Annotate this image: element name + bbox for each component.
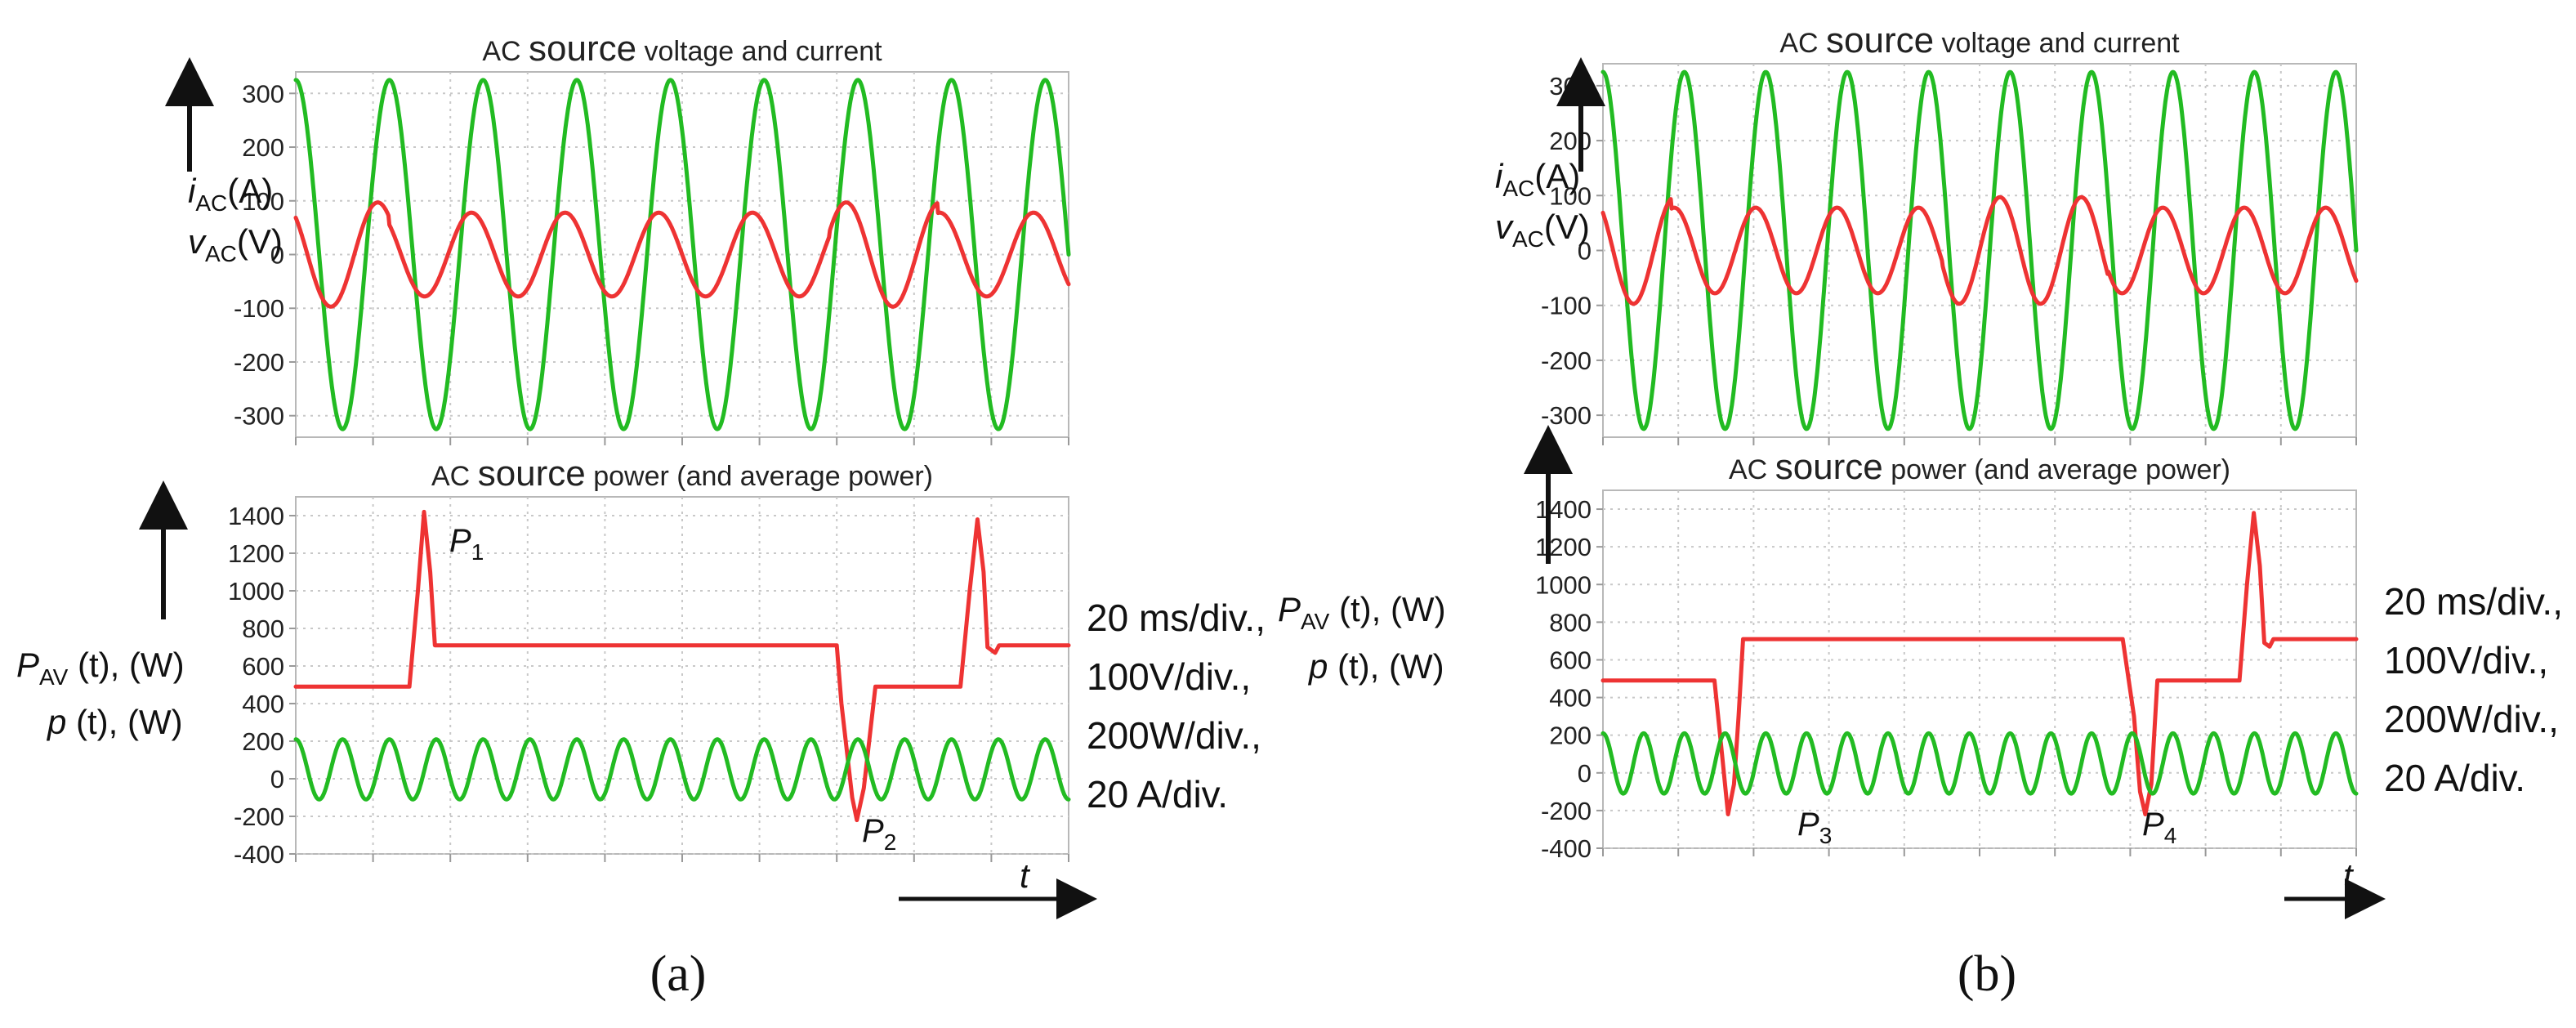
y-tick-label: 0 [1578, 759, 1592, 788]
y-tick-label: 0 [270, 765, 284, 793]
scale-note: 100V/div., [2384, 639, 2548, 682]
scale-note: 20 ms/div., [2384, 580, 2563, 623]
y-tick-label: -300 [1541, 401, 1592, 430]
plot-3: 1400 1200 1000 800 600 400 200 0 -200 -400 [1535, 489, 2359, 863]
series-voltage [1601, 69, 2359, 431]
annotation-p3: P3 [1797, 807, 1832, 848]
scale-note: 200W/div., [2384, 698, 2559, 740]
series-current [1601, 194, 2359, 306]
y-tick-label: 200 [1549, 127, 1592, 155]
y-tick-label: 0 [1578, 237, 1592, 266]
y-tick-label: 800 [1549, 608, 1592, 637]
time-axis-label: t [1020, 856, 1031, 895]
y-tick-label: 100 [242, 187, 284, 216]
y-tick-label: 1400 [1535, 495, 1592, 524]
power-label-avg: PAV (t), (W) [16, 646, 185, 690]
series-current [293, 200, 1071, 309]
chart-title: AC source power (and average power) [431, 454, 933, 494]
y-tick-label: -100 [1541, 292, 1592, 320]
series-average-power [1601, 511, 2359, 816]
y-tick-label: -400 [1541, 834, 1592, 863]
time-axis-label: t [2343, 856, 2355, 895]
power-label-inst: p (t), (W) [1307, 647, 1444, 686]
y-tick-label: 300 [242, 79, 284, 108]
y-tick-label: -300 [234, 402, 284, 431]
y-axis-label: iAC(A) [188, 172, 273, 216]
y-tick-label: 200 [242, 727, 284, 756]
series-voltage [293, 78, 1071, 431]
chart-title: AC source voltage and current [1779, 20, 2180, 60]
y-tick-label: 100 [1549, 181, 1592, 210]
panel-label-a: (a) [650, 946, 707, 1002]
y-tick-label: 1000 [228, 577, 284, 606]
y-tick-label: -400 [234, 840, 284, 869]
series-instantaneous-power [1601, 731, 2359, 796]
power-label-avg: PAV (t), (W) [1278, 590, 1446, 634]
y-tick-label: 400 [242, 690, 284, 718]
panel-label-b: (b) [1958, 946, 2016, 1002]
y-axis-label: iAC(A) [1495, 157, 1580, 201]
y-tick-label: 600 [242, 652, 284, 681]
y-tick-label: -200 [1541, 797, 1592, 825]
y-tick-label: 1200 [1535, 533, 1592, 561]
series-average-power [293, 509, 1071, 823]
power-label-inst: p (t), (W) [46, 703, 183, 741]
scale-note: 100V/div., [1087, 655, 1251, 698]
y-tick-label: -200 [234, 348, 284, 377]
y-tick-label: 0 [270, 241, 284, 270]
scale-note: 20 A/div. [2384, 757, 2525, 799]
scale-note: 200W/div., [1087, 714, 1261, 757]
y-tick-label: -100 [234, 294, 284, 323]
annotation-p4: P4 [2142, 807, 2176, 848]
chart-title: AC source voltage and current [482, 29, 882, 69]
y-tick-label: 800 [242, 615, 284, 643]
y-axis-label: vAC(V) [1495, 208, 1590, 252]
y-tick-label: 600 [1549, 646, 1592, 674]
chart-title: AC source power (and average power) [1729, 447, 2230, 487]
y-tick-label: 300 [1549, 72, 1592, 101]
y-tick-label: 200 [242, 133, 284, 162]
plot-1: 1400 1200 1000 800 600 400 200 0 -200 -400 [228, 496, 1071, 869]
scale-note: 20 ms/div., [1087, 597, 1266, 639]
annotation-p2: P2 [862, 813, 896, 855]
y-tick-label: -200 [234, 802, 284, 831]
y-tick-label: 400 [1549, 684, 1592, 713]
y-tick-label: -200 [1541, 346, 1592, 375]
plot-0: 300 200 100 0 -100 -200 -300 [234, 71, 1071, 445]
y-axis-label: vAC(V) [188, 222, 283, 266]
y-tick-label: 1200 [228, 539, 284, 568]
y-tick-label: 1400 [228, 502, 284, 530]
y-tick-label: 200 [1549, 722, 1592, 750]
scale-note: 20 A/div. [1087, 773, 1228, 816]
y-tick-label: 1000 [1535, 570, 1592, 599]
series-instantaneous-power [293, 737, 1071, 802]
annotation-p1: P1 [449, 523, 484, 565]
plot-2: 300 200 100 0 -100 -200 -300 [1541, 63, 2359, 445]
